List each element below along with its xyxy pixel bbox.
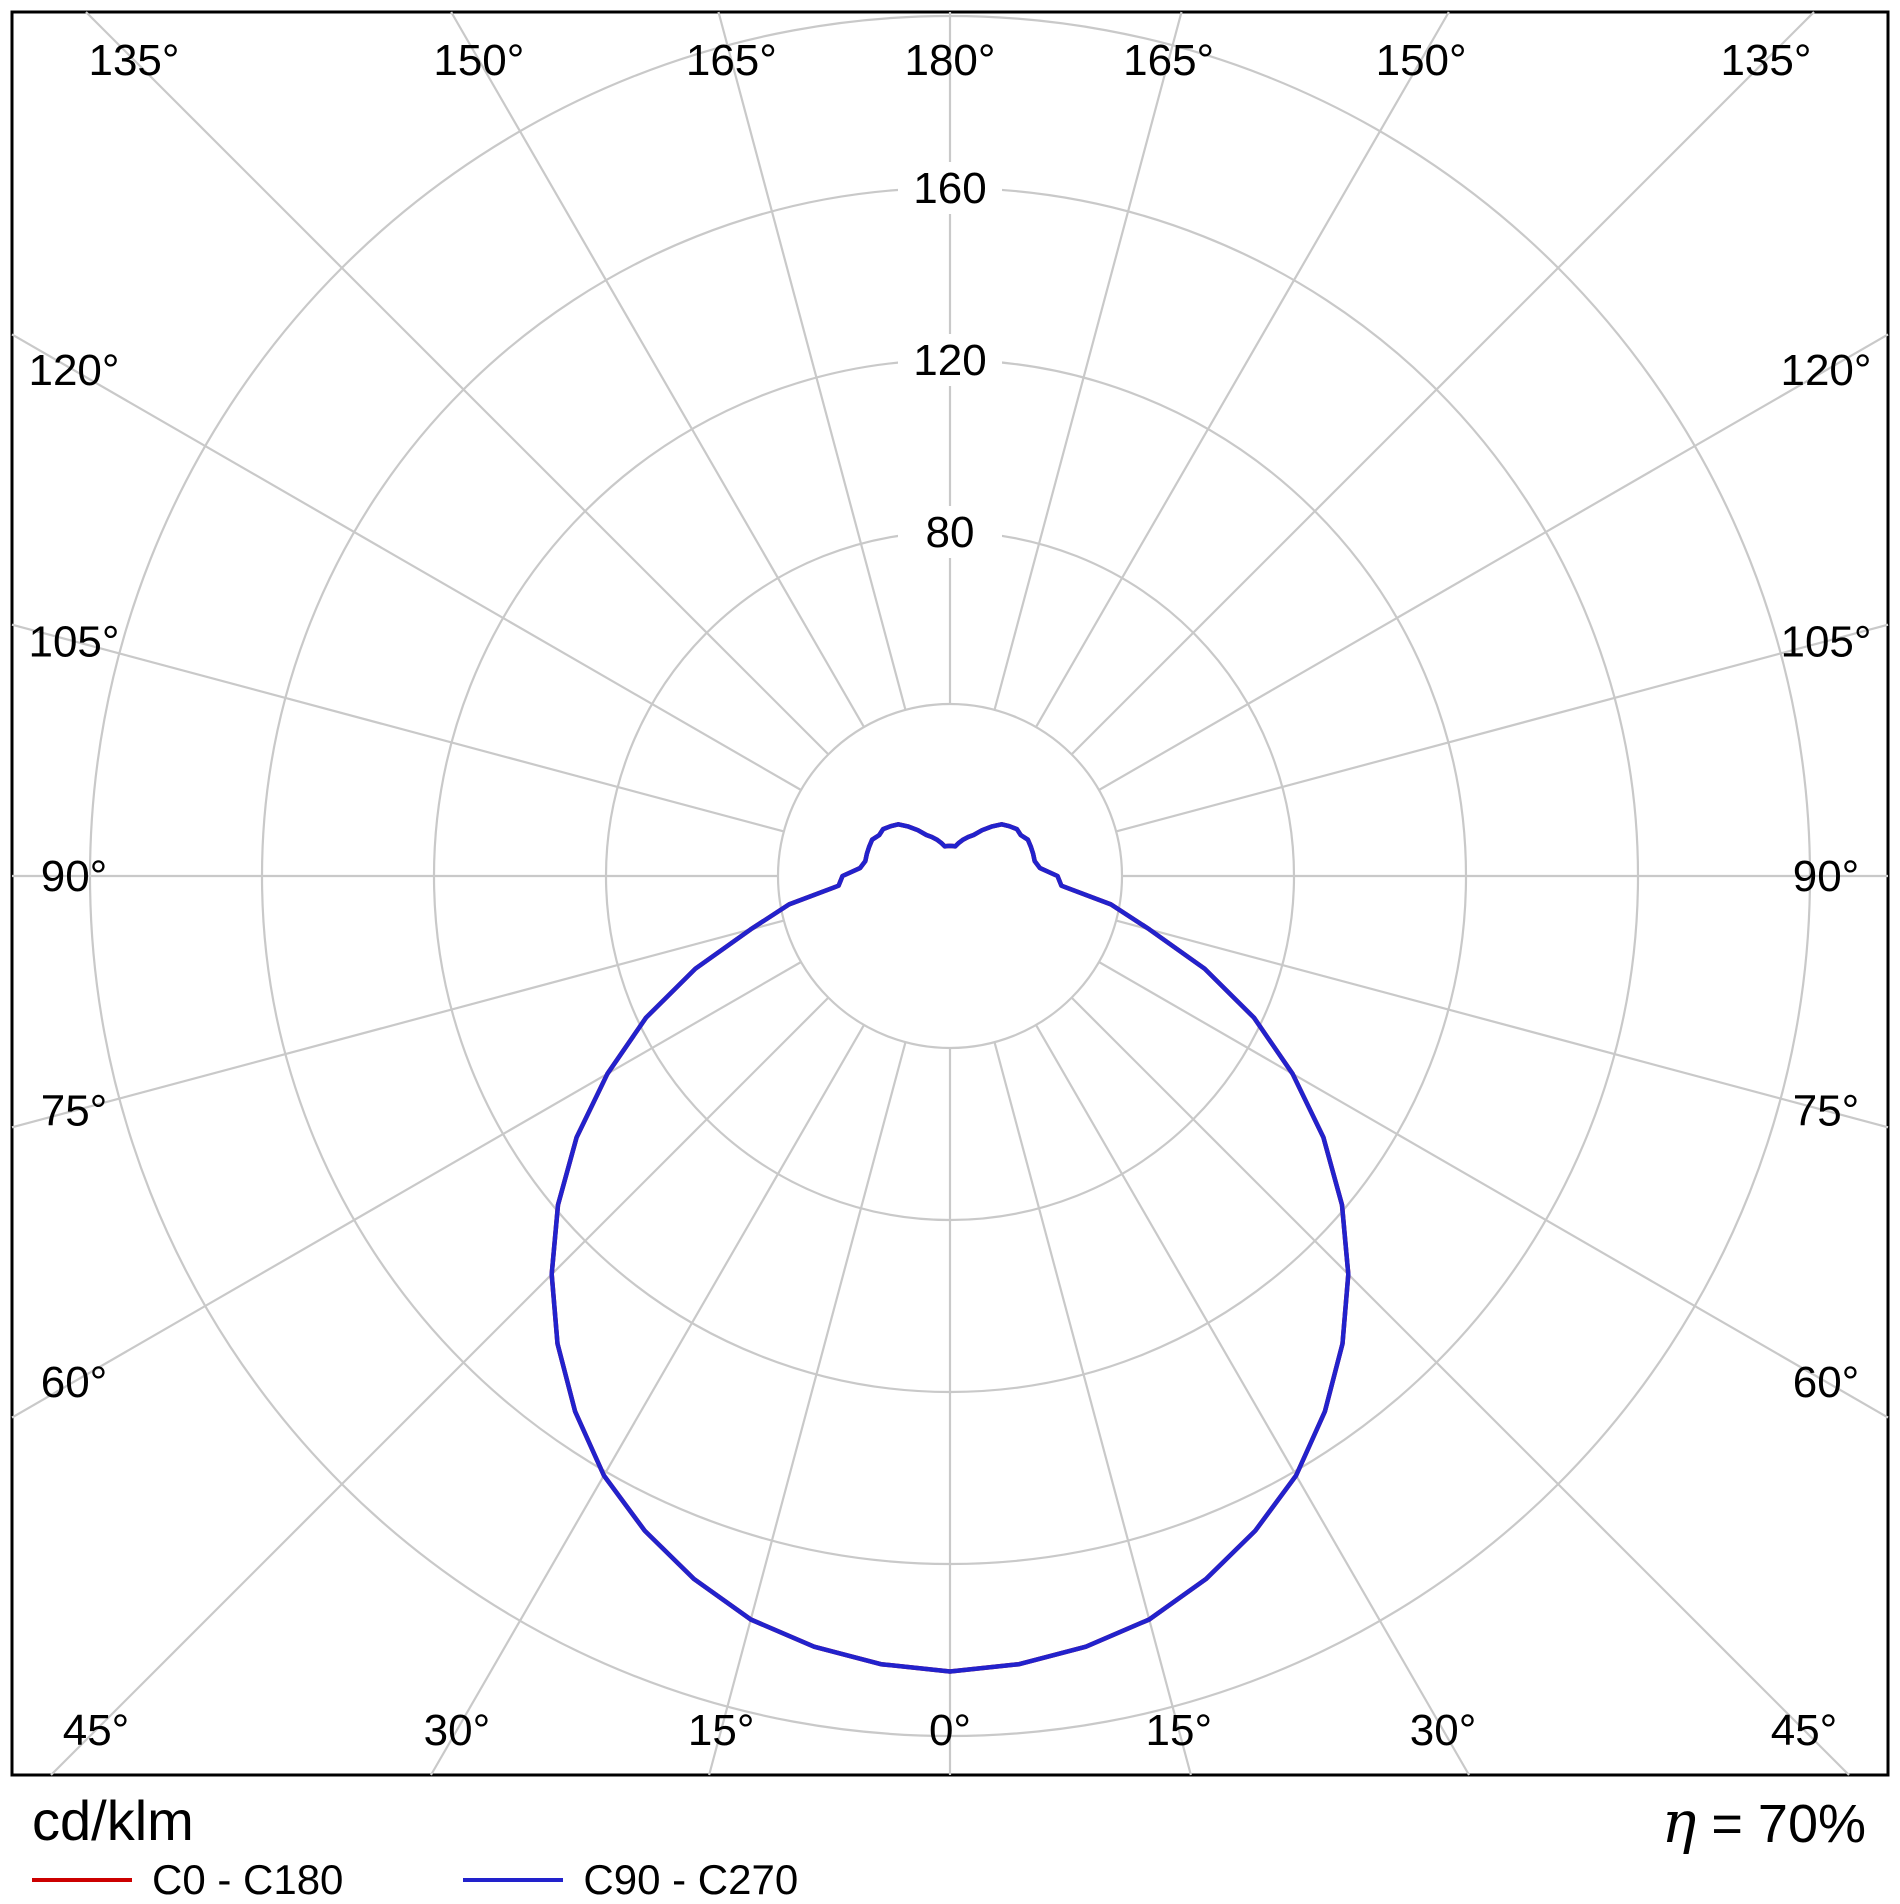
angle-tick-label: 75° [41, 1087, 108, 1136]
angle-tick-label: 120° [1780, 346, 1871, 395]
grid-spoke [1070, 11, 1815, 756]
angle-tick-label: 0° [929, 1706, 971, 1755]
grid-spoke [1098, 961, 1889, 1419]
radial-label-bg [898, 506, 1002, 558]
grid-spoke [993, 11, 1183, 711]
efficiency-label: η = 70% [1662, 1788, 1866, 1856]
angle-tick-label: 105° [28, 617, 119, 666]
angle-tick-label: 180° [904, 36, 995, 85]
angle-tick-label: 75° [1793, 1087, 1860, 1136]
angle-tick-label: 45° [63, 1706, 130, 1755]
curve-c90-c270 [549, 822, 1351, 1674]
angle-tick-label: 30° [1410, 1706, 1477, 1755]
grid-spoke [717, 11, 907, 711]
radial-tick-label: 160 [913, 164, 986, 213]
grid-spoke [1115, 623, 1889, 833]
grid-spoke [1115, 919, 1889, 1129]
angle-labels: 0° 15° 15° 30° 30° 45° 45° 60° 60° 75° 75° 90° 90° 10… [28, 36, 1871, 1755]
angle-tick-label: 15° [688, 1706, 755, 1755]
grid-spoke [1035, 1024, 1470, 1776]
polar-grid [11, 11, 1889, 1776]
angle-tick-label: 105° [1780, 617, 1871, 666]
angle-tick-label: 60° [41, 1358, 108, 1407]
grid-spoke [11, 333, 802, 791]
units-label: cd/klm [32, 1789, 194, 1852]
angle-tick-label: 135° [88, 36, 179, 85]
grid-spoke [11, 961, 802, 1419]
radial-tick-label: 80 [926, 508, 975, 557]
radial-tick-label: 120 [913, 336, 986, 385]
angle-tick-label: 90° [41, 852, 108, 901]
legend-label-c0-c180: C0 - C180 [152, 1856, 344, 1903]
legend: C0 - C180 C90 - C270 [32, 1856, 918, 1904]
blue-line-sample [463, 1878, 564, 1882]
angle-tick-label: 15° [1146, 1706, 1213, 1755]
grid-spoke [50, 996, 830, 1776]
radial-label-bg [898, 334, 1002, 386]
angle-tick-label: 165° [686, 36, 777, 85]
grid-spoke [11, 623, 785, 833]
red-line-sample [32, 1878, 132, 1882]
angle-tick-label: 30° [424, 1706, 491, 1755]
angle-tick-label: 150° [1376, 36, 1467, 85]
legend-item-c90-c270: C90 - C270 [463, 1856, 798, 1904]
grid-spoke [450, 11, 865, 728]
radial-tick-labels: 80 120 160 [898, 162, 1002, 558]
grid-spoke [11, 919, 785, 1129]
grid-spoke [993, 1041, 1192, 1776]
grid-spoke [708, 1041, 907, 1776]
grid-spoke [1070, 996, 1850, 1776]
angle-tick-label: 120° [28, 346, 119, 395]
radial-label-bg [898, 162, 1002, 214]
grid-spoke [430, 1024, 865, 1776]
legend-label-c90-c270: C90 - C270 [583, 1856, 799, 1903]
grid-spoke [1035, 11, 1450, 728]
angle-tick-label: 165° [1123, 36, 1214, 85]
eta-value: = 70% [1711, 1794, 1866, 1854]
angle-tick-label: 90° [1793, 852, 1860, 901]
grid-spoke [85, 11, 830, 756]
angle-tick-label: 45° [1771, 1706, 1838, 1755]
legend-item-c0-c180: C0 - C180 [32, 1856, 343, 1904]
angle-tick-label: 150° [433, 36, 524, 85]
eta-symbol: η [1661, 1788, 1697, 1856]
grid-spoke [1098, 333, 1889, 791]
angle-tick-label: 60° [1793, 1358, 1860, 1407]
angle-tick-label: 135° [1720, 36, 1811, 85]
